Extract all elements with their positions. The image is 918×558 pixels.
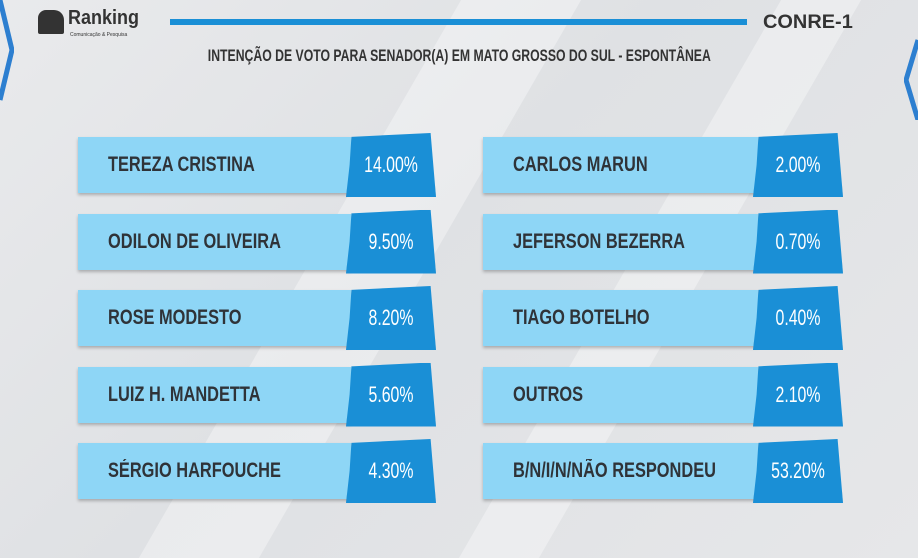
candidate-name: ODILON DE OLIVEIRA [108,229,281,253]
chart-title-wrap: INTENÇÃO DE VOTO PARA SENADOR(A) EM MATO… [0,46,918,66]
candidate-bar: ROSE MODESTO [78,290,351,346]
percent-box: 2.00% [753,133,843,197]
percent-value: 0.40% [775,305,821,330]
percent-box: 5.60% [346,362,436,427]
percent-box: 14.00% [346,133,436,197]
percent-value: 5.60% [368,381,414,407]
percent-box: 4.30% [346,439,436,503]
candidate-bar: TEREZA CRISTINA [78,137,351,193]
percent-value: 2.00% [775,152,821,177]
conre-logo: CONRE-1 [763,12,853,33]
header-divider [170,19,747,25]
ranking-tagline: Comunicação & Pesquisa [70,32,128,38]
candidate-name: TEREZA CRISTINA [108,153,255,176]
table-row: OUTROS 2.10% [483,362,848,427]
percent-value: 0.70% [775,228,821,254]
candidate-name: CARLOS MARUN [513,153,648,176]
percent-box: 0.70% [753,209,843,274]
candidate-bar: CARLOS MARUN [483,137,758,193]
candidate-name: LUIZ H. MANDETTA [108,382,261,406]
table-row: ROSE MODESTO 8.20% [78,286,441,350]
percent-value: 4.30% [368,458,414,483]
candidate-name: ROSE MODESTO [108,306,242,329]
table-row: TIAGO BOTELHO 0.40% [483,286,848,350]
candidate-name: JEFERSON BEZERRA [513,229,686,253]
ranking-logo-text: Ranking [68,7,140,29]
percent-value: 9.50% [368,228,414,254]
candidate-bar: ODILON DE OLIVEIRA [78,213,351,270]
candidate-bar: JEFERSON BEZERRA [483,213,758,270]
table-row: B/N/I/N/NÃO RESPONDEU 53.20% [483,439,848,503]
right-chevron-decoration [904,39,918,120]
table-row: TEREZA CRISTINA 14.00% [78,133,441,197]
chart-title: INTENÇÃO DE VOTO PARA SENADOR(A) EM MATO… [207,46,711,65]
table-row: CARLOS MARUN 2.00% [483,133,848,197]
candidate-name: TIAGO BOTELHO [513,306,650,329]
table-row: SÉRGIO HARFOUCHE 4.30% [78,439,441,503]
table-row: JEFERSON BEZERRA 0.70% [483,209,848,274]
percent-box: 2.10% [753,362,843,427]
left-chevron-decoration [0,0,14,101]
candidate-bar: LUIZ H. MANDETTA [78,366,351,423]
table-row: LUIZ H. MANDETTA 5.60% [78,362,441,427]
percent-value: 8.20% [368,305,414,330]
percent-value: 2.10% [775,381,821,407]
table-row: ODILON DE OLIVEIRA 9.50% [78,209,441,274]
percent-box: 9.50% [346,209,436,274]
ranking-logo-mark [38,10,64,34]
percent-value: 14.00% [364,152,418,177]
candidate-bar: B/N/I/N/NÃO RESPONDEU [483,443,758,499]
percent-box: 8.20% [346,286,436,350]
candidate-bar: SÉRGIO HARFOUCHE [78,443,351,499]
candidate-name: B/N/I/N/NÃO RESPONDEU [513,459,716,482]
percent-box: 0.40% [753,286,843,350]
candidate-bar: OUTROS [483,366,758,423]
percent-box: 53.20% [753,439,843,503]
percent-value: 53.20% [771,458,825,483]
candidate-name: OUTROS [513,382,584,406]
candidate-name: SÉRGIO HARFOUCHE [108,459,281,482]
candidate-bar: TIAGO BOTELHO [483,290,758,346]
